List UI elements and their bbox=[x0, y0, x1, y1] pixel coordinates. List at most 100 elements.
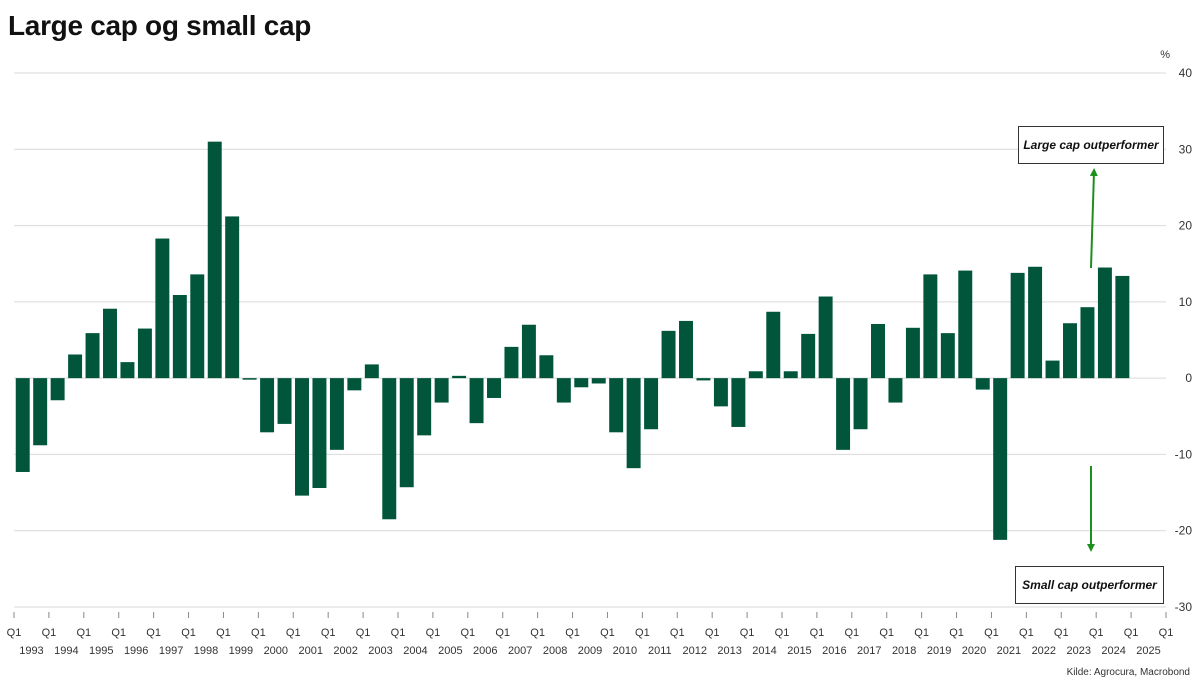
bar bbox=[137, 328, 152, 379]
bar bbox=[783, 371, 798, 379]
x-tick-label: Q1 bbox=[1089, 627, 1104, 639]
bar-series bbox=[15, 141, 1130, 540]
bar bbox=[1028, 266, 1043, 379]
x-tick-label: Q1 bbox=[530, 627, 545, 639]
bar bbox=[329, 378, 344, 450]
x-year-label: 2015 bbox=[787, 645, 811, 657]
x-tick-label: Q1 bbox=[495, 627, 510, 639]
x-tick-label: Q1 bbox=[111, 627, 126, 639]
bar bbox=[504, 346, 519, 379]
bar bbox=[382, 378, 397, 520]
bar bbox=[190, 274, 205, 379]
x-year-label: 2011 bbox=[648, 645, 672, 657]
x-tick-label: Q1 bbox=[984, 627, 999, 639]
bar bbox=[1063, 323, 1077, 379]
annotation-large-cap: Large cap outperformer bbox=[1018, 126, 1164, 164]
x-tick-label: Q1 bbox=[810, 627, 825, 639]
x-tick-label: Q1 bbox=[635, 627, 650, 639]
bar bbox=[1045, 360, 1060, 379]
x-year-label: 2012 bbox=[682, 645, 706, 657]
annotation-small-cap: Small cap outperformer bbox=[1015, 566, 1164, 604]
x-year-label: 2001 bbox=[298, 645, 322, 657]
x-year-label: 2004 bbox=[403, 645, 427, 657]
bar bbox=[871, 323, 885, 379]
x-year-label: 2010 bbox=[613, 645, 637, 657]
bar bbox=[766, 311, 781, 379]
x-year-label: 2023 bbox=[1066, 645, 1090, 657]
bar bbox=[713, 378, 728, 407]
y-tick-label: 20 bbox=[1179, 219, 1193, 233]
annotation-arrows bbox=[1087, 168, 1098, 552]
bar bbox=[417, 378, 432, 436]
bar bbox=[993, 378, 1008, 540]
x-year-label: 2002 bbox=[333, 645, 357, 657]
x-tick-label: Q1 bbox=[42, 627, 57, 639]
source-note: Kilde: Agrocura, Macrobond bbox=[1066, 667, 1190, 678]
bar bbox=[1080, 307, 1095, 379]
y-unit-label: % bbox=[1160, 49, 1170, 61]
bar bbox=[85, 333, 100, 379]
bar bbox=[469, 378, 484, 424]
x-tick-label: Q1 bbox=[251, 627, 266, 639]
y-tick-label: -30 bbox=[1175, 600, 1193, 614]
bar bbox=[347, 378, 362, 391]
bar bbox=[609, 378, 624, 433]
bar bbox=[556, 378, 571, 403]
bar bbox=[50, 378, 65, 401]
x-year-label: 2025 bbox=[1136, 645, 1160, 657]
bar bbox=[1097, 267, 1112, 379]
x-axis: Q1 Q1 Q1 Q1 Q1 Q1 Q1 Q1 Q1 Q1 Q1 Q1 Q1 Q1 Q1 Q1 Q1 Q1 Q1 Q1… bbox=[7, 612, 1174, 657]
bar bbox=[836, 378, 851, 450]
y-tick-label: 40 bbox=[1179, 66, 1193, 80]
x-year-label: 1993 bbox=[19, 645, 43, 657]
x-year-label: 1994 bbox=[54, 645, 78, 657]
y-tick-label: 10 bbox=[1179, 295, 1193, 309]
x-tick-label: Q1 bbox=[879, 627, 894, 639]
y-tick-label: 0 bbox=[1185, 371, 1192, 385]
x-year-label: 2020 bbox=[962, 645, 986, 657]
x-tick-label: Q1 bbox=[286, 627, 301, 639]
bar bbox=[591, 378, 606, 384]
bar bbox=[225, 216, 240, 379]
bar bbox=[295, 378, 309, 496]
bar bbox=[207, 141, 222, 379]
y-tick-label: -20 bbox=[1175, 524, 1193, 538]
x-tick-label: Q1 bbox=[356, 627, 371, 639]
bar bbox=[801, 333, 816, 379]
x-year-label: 1995 bbox=[89, 645, 113, 657]
bar bbox=[818, 296, 833, 379]
bar bbox=[1010, 272, 1025, 379]
x-year-label: 1999 bbox=[229, 645, 253, 657]
bar bbox=[521, 324, 536, 379]
bar bbox=[853, 378, 868, 430]
bar bbox=[260, 378, 275, 433]
bar bbox=[364, 364, 379, 379]
chart-title: Large cap og small cap bbox=[8, 10, 312, 41]
bar bbox=[1115, 275, 1130, 379]
x-tick-label: Q1 bbox=[460, 627, 475, 639]
bar bbox=[155, 238, 170, 379]
bar bbox=[731, 378, 746, 427]
bar bbox=[277, 378, 292, 424]
bar bbox=[452, 375, 467, 379]
x-year-label: 2017 bbox=[857, 645, 881, 657]
bar bbox=[626, 378, 641, 469]
y-tick-label: 30 bbox=[1179, 142, 1193, 156]
bar bbox=[103, 308, 117, 379]
x-tick-label: Q1 bbox=[391, 627, 406, 639]
x-tick-label: Q1 bbox=[705, 627, 720, 639]
bar bbox=[923, 274, 938, 379]
bar bbox=[242, 378, 257, 380]
x-year-label: 2021 bbox=[997, 645, 1021, 657]
bar bbox=[958, 270, 973, 379]
bar bbox=[679, 320, 693, 379]
bar bbox=[399, 378, 414, 488]
x-year-label: 2013 bbox=[717, 645, 741, 657]
x-year-label: 2000 bbox=[264, 645, 288, 657]
bar bbox=[975, 378, 990, 390]
x-year-label: 2014 bbox=[752, 645, 776, 657]
bar bbox=[120, 362, 135, 379]
x-tick-label: Q1 bbox=[1124, 627, 1139, 639]
x-tick-label: Q1 bbox=[600, 627, 615, 639]
x-tick-label: Q1 bbox=[1159, 627, 1174, 639]
